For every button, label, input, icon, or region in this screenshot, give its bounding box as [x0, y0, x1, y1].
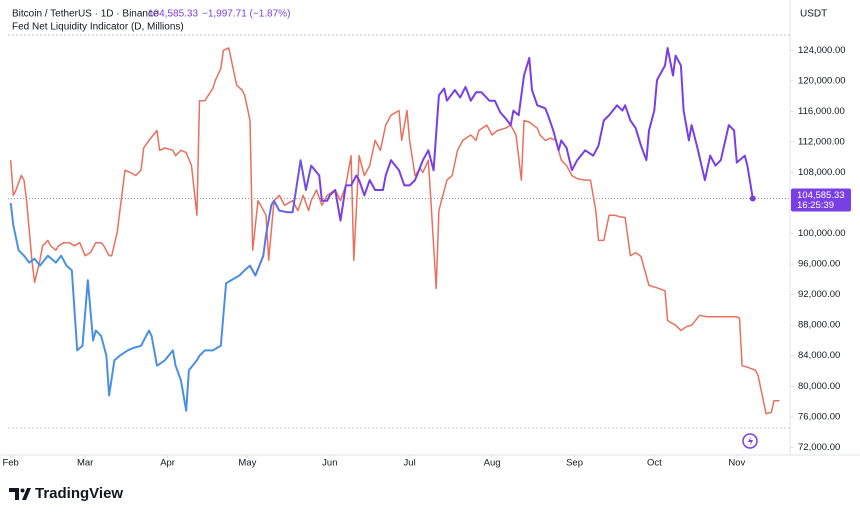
brand-logo[interactable]: TradingView	[9, 485, 123, 502]
price-tag-countdown: 16:25:39	[797, 200, 834, 211]
price-tag-value: 104,585.33	[797, 190, 845, 201]
y-tick-label: 120,000.00	[798, 75, 846, 86]
y-tick-label: 96,000.00	[798, 259, 840, 270]
series-legend[interactable]: Bitcoin / TetherUS · 1D · Binance	[12, 9, 159, 20]
brand-name[interactable]: TradingView	[35, 485, 123, 502]
last-point	[749, 195, 756, 202]
y-tick-label: 80,000.00	[798, 381, 840, 392]
y-tick-label: 124,000.00	[798, 45, 846, 56]
price-tag	[791, 188, 851, 212]
x-tick-label: Mar	[77, 458, 93, 469]
alert-icon[interactable]	[742, 433, 758, 449]
y-unit[interactable]: USDT	[800, 9, 827, 20]
y-tick-label: 108,000.00	[798, 167, 846, 178]
header-change: −1,997.71 (−1.87%)	[202, 9, 290, 20]
series-line	[9, 47, 780, 415]
x-tick-label: Nov	[728, 458, 745, 469]
y-tick-label: 88,000.00	[798, 320, 840, 331]
y-tick-label: 100,000.00	[798, 228, 846, 239]
y-tick-label: 84,000.00	[798, 350, 840, 361]
y-tick-label: 76,000.00	[798, 411, 840, 422]
header-price: 104,585.33	[148, 9, 198, 20]
x-tick-label: Oct	[647, 458, 662, 469]
x-tick-label: Jun	[322, 458, 337, 469]
x-tick-label: Feb	[2, 458, 18, 469]
y-tick-label: 116,000.00	[798, 106, 845, 117]
alert-bolt[interactable]	[748, 436, 753, 446]
y-tick-label: 92,000.00	[798, 289, 840, 300]
logo-icon[interactable]	[20, 488, 25, 493]
alert-circle[interactable]	[742, 433, 758, 449]
series-legend[interactable]: Fed Net Liquidity Indicator (D, Millions…	[12, 22, 184, 33]
series-line	[9, 47, 754, 412]
x-tick-label: Sep	[566, 458, 583, 469]
y-tick-label: 72,000.00	[798, 442, 840, 453]
x-tick-label: Aug	[484, 458, 501, 469]
y-tick-label: 112,000.00	[798, 136, 845, 147]
x-tick-label: Apr	[160, 458, 175, 469]
logo-icon[interactable]	[9, 488, 31, 500]
x-tick-label: May	[238, 458, 256, 469]
x-tick-label: Jul	[404, 458, 416, 469]
